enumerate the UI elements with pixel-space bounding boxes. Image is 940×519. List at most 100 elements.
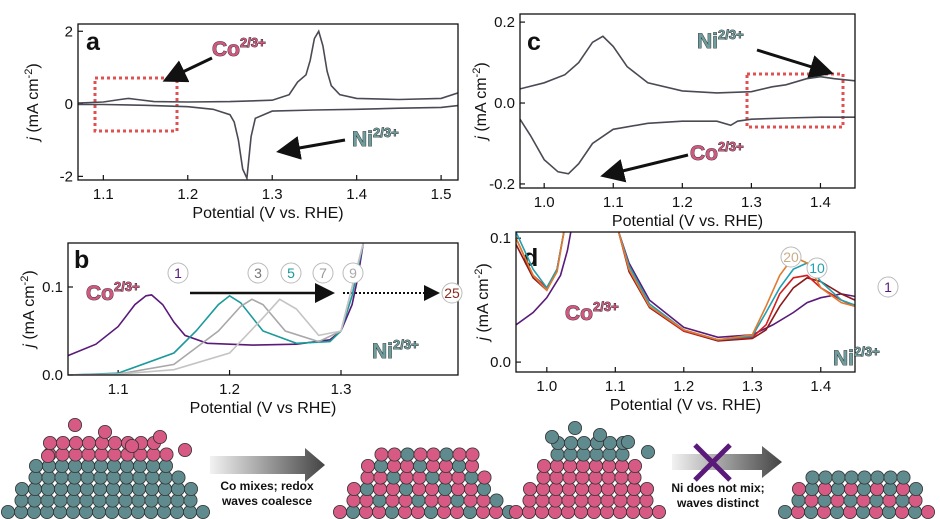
data-line	[516, 232, 855, 339]
data-line	[68, 243, 365, 375]
y-label-close: )	[25, 63, 42, 68]
x-axis-label: Potential (V vs. RHE)	[192, 205, 343, 222]
atom	[621, 434, 636, 449]
cycle-label: 3	[254, 265, 262, 281]
atom	[332, 504, 347, 519]
data-line	[78, 29, 458, 104]
atom	[346, 481, 361, 496]
annotation: Ni2/3+	[697, 27, 744, 53]
y-axis-label: j (mA cm-2)	[19, 270, 38, 349]
x-axis-label: Potential (V vs. RHE)	[612, 213, 763, 230]
atom	[108, 435, 123, 450]
x-tick-label: 1.4	[810, 194, 831, 211]
x-tick-label: 1.1	[108, 381, 129, 398]
atom	[426, 447, 441, 462]
x-tick-label: 1.3	[741, 194, 762, 211]
atom	[152, 429, 167, 444]
atom	[28, 458, 43, 473]
y-label-sup: -2	[23, 69, 35, 79]
y-label-text: (mA cm	[475, 278, 492, 337]
atom	[628, 458, 643, 473]
data-line	[78, 103, 458, 180]
y-label-sup: -2	[471, 68, 483, 78]
atom	[56, 435, 71, 450]
x-tick-label: 1.4	[810, 378, 831, 395]
y-label-close: )	[475, 263, 492, 268]
atom	[41, 448, 56, 463]
annotation-sup: 2/3+	[593, 299, 619, 314]
atom	[195, 504, 210, 519]
caption: waves coalesce	[221, 494, 312, 508]
cycle-label: 9	[349, 265, 357, 281]
atom	[82, 435, 97, 450]
label-ring	[342, 262, 364, 284]
cross	[693, 443, 732, 482]
atom	[857, 470, 872, 485]
annotation: Co2/3+	[212, 35, 266, 61]
atom	[577, 435, 592, 450]
plot-frame	[515, 231, 856, 373]
atom	[14, 481, 29, 496]
y-axis-label: j (mA cm-2)	[23, 63, 42, 142]
atom	[171, 470, 186, 485]
y-tick-label: 0.0	[494, 95, 515, 112]
atom	[98, 424, 113, 439]
atom	[360, 458, 375, 473]
caption: waves distinct	[676, 496, 759, 510]
y-axis-label: j (mA cm-2)	[473, 263, 492, 342]
y-tick-label: -2	[60, 168, 73, 185]
annotation-sup: 2/3+	[718, 139, 744, 154]
atom	[921, 504, 936, 519]
x-axis-label: Potential (V vs. RHE)	[610, 397, 761, 414]
highlight-box	[745, 72, 845, 129]
x-tick-label: 1.2	[673, 378, 694, 395]
atom	[439, 447, 454, 462]
y-label-sup: -2	[473, 269, 485, 279]
data-line	[68, 243, 365, 375]
atom	[640, 481, 655, 496]
y-tick-label: 0.1	[42, 279, 63, 296]
x-tick-label: 1.2	[177, 186, 198, 203]
atom	[593, 427, 608, 442]
x-tick-label: 1.1	[603, 194, 624, 211]
highlight-box	[93, 76, 179, 133]
atom	[489, 493, 504, 508]
atom	[844, 470, 859, 485]
label-ring	[780, 246, 802, 268]
x-tick-label: 1.3	[331, 381, 352, 398]
atom	[641, 444, 656, 459]
atom	[374, 447, 389, 462]
y-label-italic: j	[473, 136, 490, 142]
arrow	[162, 56, 213, 83]
y-label-italic: j	[21, 344, 38, 350]
atom	[69, 435, 84, 450]
annotation-base: Co	[212, 38, 240, 61]
y-label-text: (mA cm	[25, 78, 42, 137]
data-line	[516, 232, 855, 341]
schematic-arrow	[210, 448, 325, 482]
caption: Co mixes; redox	[220, 479, 314, 493]
schematic: Co mixes; redox waves coalesce Ni does n…	[1, 417, 936, 519]
y-tick-label: 0.1	[490, 230, 511, 247]
annotation-base: Ni	[697, 30, 718, 53]
y-label-italic: j	[475, 337, 492, 343]
label-ring	[167, 262, 189, 284]
atom	[452, 447, 467, 462]
atom	[43, 435, 58, 450]
atom	[537, 458, 552, 473]
atom	[177, 442, 192, 457]
label-ring	[806, 257, 828, 279]
y-label-italic: j	[25, 137, 42, 143]
y-tick-label: 2	[65, 23, 73, 40]
atom	[883, 470, 898, 485]
atom	[545, 429, 560, 444]
annotation-sup: 2/3+	[373, 125, 399, 140]
annotation-sup: 2/3+	[718, 27, 744, 42]
atom	[413, 447, 428, 462]
atom	[652, 504, 667, 519]
arrow	[276, 136, 346, 160]
arrow	[600, 153, 689, 183]
y-tick-label: 0	[65, 96, 73, 113]
